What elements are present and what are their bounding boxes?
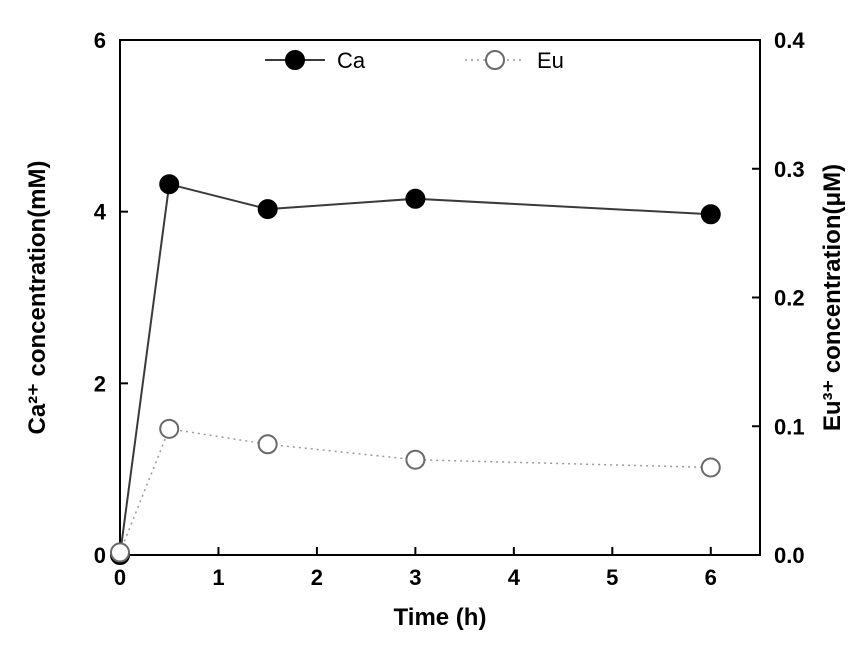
- series-marker-eu: [111, 543, 129, 561]
- y-left-axis-label: Ca²⁺ concentration(mM): [24, 160, 51, 434]
- y-right-tick-label: 0.3: [774, 157, 805, 182]
- series-marker-eu: [259, 435, 277, 453]
- series-marker-ca: [160, 175, 178, 193]
- chart-container: 0 1 2 3 4 5 6 Time (h) 0 2 4 6 Ca²⁺ concentration(mM…: [0, 0, 866, 660]
- x-tick-label: 6: [705, 565, 717, 590]
- x-tick-label: 3: [409, 565, 421, 590]
- legend-label-eu: Eu: [537, 48, 564, 73]
- y-left-tick-label: 6: [94, 28, 106, 53]
- x-axis-label: Time (h): [394, 604, 487, 631]
- y-right-tick-label: 0.4: [774, 28, 805, 53]
- series-marker-eu: [160, 420, 178, 438]
- legend-marker-ca: [286, 51, 304, 69]
- legend-marker-eu: [486, 51, 504, 69]
- dual-axis-line-chart: 0 1 2 3 4 5 6 Time (h) 0 2 4 6 Ca²⁺ concentration(mM…: [0, 0, 866, 660]
- y-right-tick-label: 0.0: [774, 543, 805, 568]
- y-left-tick-label: 0: [94, 543, 106, 568]
- x-tick-label: 0: [114, 565, 126, 590]
- x-tick-label: 5: [606, 565, 618, 590]
- legend-label-ca: Ca: [337, 48, 366, 73]
- x-tick-label: 2: [311, 565, 323, 590]
- series-marker-ca: [406, 190, 424, 208]
- y-right-tick-label: 0.2: [774, 286, 805, 311]
- chart-background: [0, 0, 866, 660]
- series-marker-ca: [702, 205, 720, 223]
- series-marker-eu: [406, 451, 424, 469]
- x-tick-label: 1: [212, 565, 224, 590]
- series-marker-eu: [702, 458, 720, 476]
- y-left-tick-label: 2: [94, 371, 106, 396]
- x-tick-label: 4: [508, 565, 521, 590]
- y-left-tick-label: 4: [94, 200, 107, 225]
- y-right-axis-label: Eu³⁺ concentration(μM): [819, 164, 846, 431]
- y-right-tick-label: 0.1: [774, 414, 805, 439]
- series-marker-ca: [259, 200, 277, 218]
